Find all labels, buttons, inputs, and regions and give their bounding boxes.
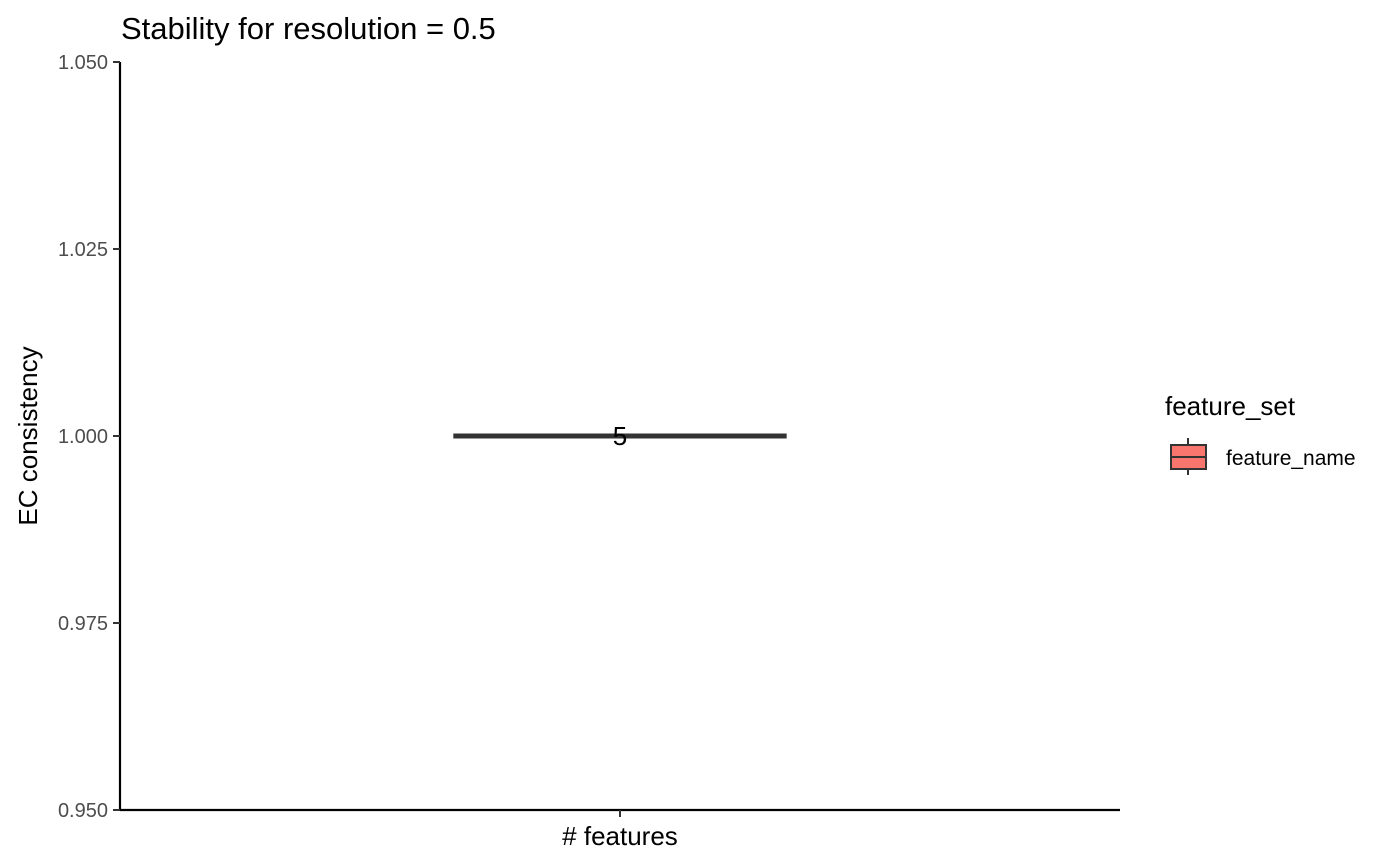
x-axis [120, 808, 1120, 817]
y-tick-label: 1.000 [58, 426, 108, 448]
y-axis: 0.950 0.975 1.000 1.025 1.050 [58, 52, 122, 822]
box-count-label: 5 [613, 421, 627, 451]
legend-label: feature_name [1226, 447, 1356, 470]
plot-marks: 5 [453, 421, 787, 451]
x-axis-title: # features [562, 821, 678, 851]
y-axis-title: EC consistency [13, 346, 43, 525]
y-tick-label: 1.050 [58, 52, 108, 74]
y-tick-label: 0.950 [58, 800, 108, 822]
legend-entries: feature_name [1170, 438, 1356, 475]
legend-title: feature_set [1165, 391, 1296, 421]
legend-key-feature_name [1170, 438, 1207, 475]
legend: feature_set feature_name [1165, 391, 1356, 475]
chart-title: Stability for resolution = 0.5 [121, 11, 496, 46]
y-tick-label: 1.025 [58, 239, 108, 261]
y-tick-label: 0.975 [58, 613, 108, 635]
